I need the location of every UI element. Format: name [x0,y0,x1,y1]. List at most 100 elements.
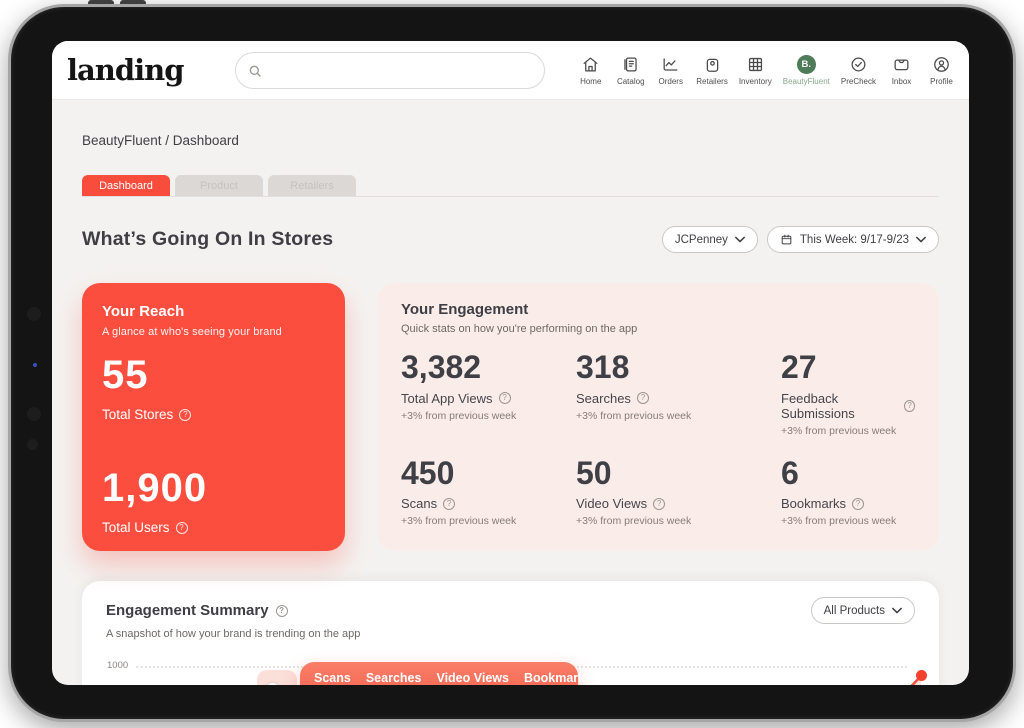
stat-value: 27 [781,349,817,385]
nav-item-label: Home [580,76,602,86]
stat-label: Searches [576,390,631,406]
chevron-down-icon [734,236,745,243]
engagement-line-chart: 1000 800 [106,649,927,685]
nav-item-orders[interactable]: Orders [656,55,685,86]
help-icon[interactable]: ? [904,399,915,412]
help-icon[interactable]: ? [498,392,511,405]
nav-item-precheck[interactable]: PreCheck [841,55,876,86]
main-content: BeautyFluent / Dashboard Dashboard Produ… [52,100,969,685]
stat-feedback-submissions: 27 Feedback Submissions? +3% from previo… [781,349,915,437]
stat-label: Bookmarks [781,496,847,512]
help-icon[interactable]: ? [275,604,288,617]
stat-value: 3,382 [401,349,482,385]
inventory-icon [748,57,762,71]
nav-item-profile[interactable]: Profile [927,55,956,86]
calendar-icon [781,234,792,245]
beautyfluent-icon: B. [796,54,816,74]
chart-point-marker [916,670,927,681]
volume-down-button [120,0,146,7]
engagement-stats-grid: 3,382 Total App Views? +3% from previous… [401,349,915,528]
bezel-camera-detail [27,439,38,450]
stat-scans: 450 Scans? +3% from previous week [401,454,576,527]
nav-item-label: Inbox [891,76,912,86]
nav-item-inbox[interactable]: Inbox [887,55,916,86]
nav-item-label: BeautyFluent [782,76,830,86]
chart-tooltip: Scans 450 Searches 318 Video Views 50 [300,662,592,685]
week-filter-dropdown[interactable]: This Week: 9/17-9/23 [766,226,939,253]
help-icon[interactable]: ? [179,408,192,421]
summary-title: Engagement Summary [106,602,269,619]
header-filters: JCPenney This Week: 9/17-9/23 [661,226,939,253]
chevron-down-icon [916,236,926,243]
help-icon[interactable]: ? [443,497,456,510]
nav-item-label: Retailers [696,76,728,86]
stat-value: 318 [576,349,630,385]
stat-searches: 318 Searches? +3% from previous week [576,349,781,437]
help-icon[interactable]: ? [636,392,649,405]
home-icon [583,57,598,71]
tab-bar: Dashboard Product Retailers [82,175,939,197]
nav-item-catalog[interactable]: Catalog [616,55,645,86]
nav-items: Home Catalog Orders Retailers [576,54,969,86]
summary-title-row: Engagement Summary ? [106,602,288,619]
engagement-card-subtitle: Quick stats on how you're performing on … [401,323,638,335]
stat-total-app-views: 3,382 Total App Views? +3% from previous… [401,349,576,437]
stat-delta: +3% from previous week [401,409,517,422]
week-filter-value: This Week: 9/17-9/23 [799,233,909,246]
stat-label: Feedback Submissions [781,390,855,421]
tooltip-scans: Scans 450 [314,671,351,685]
y-axis-tick-1000: 1000 [107,660,129,671]
profile-icon [934,56,949,72]
stat-delta: +3% from previous week [781,515,897,528]
stat-label: Total App Views [401,390,493,406]
total-stores-value: 55 [102,353,149,397]
stat-value: 50 [576,454,612,491]
top-nav: landing Home Catalog [52,41,969,100]
hover-highlight-band [257,670,297,685]
stat-value: 450 [401,454,455,491]
nav-item-inventory[interactable]: Inventory [739,55,772,86]
volume-up-button [88,0,114,7]
tooltip-searches: Searches 318 [365,671,422,685]
tooltip-bookmarks: Bookmarks 6 [523,671,593,685]
nav-item-label: Inventory [738,76,772,86]
product-filter-dropdown[interactable]: All Products [810,597,915,624]
help-icon[interactable]: ? [175,521,188,534]
nav-item-home[interactable]: Home [576,55,605,86]
summary-header-row: Engagement Summary ? All Products [106,597,915,624]
stat-bookmarks: 6 Bookmarks? +3% from previous week [781,456,915,528]
total-stores-label: Total Stores [102,407,174,422]
reach-card-title: Your Reach [102,303,185,320]
tab-retailers[interactable]: Retailers [268,175,356,196]
store-filter-dropdown[interactable]: JCPenney [661,226,758,253]
chevron-down-icon [892,607,902,614]
tab-dashboard[interactable]: Dashboard [82,175,170,196]
retailers-icon [706,58,718,72]
stat-delta: +3% from previous week [781,424,897,437]
tab-product[interactable]: Product [175,175,263,196]
search-input[interactable] [235,52,545,89]
help-icon[interactable]: ? [852,497,865,510]
nav-item-label: Catalog [616,76,645,86]
your-engagement-card: Your Engagement Quick stats on how you'r… [377,283,939,551]
app-screen: landing Home Catalog [52,41,969,685]
bezel-camera-detail [27,407,41,421]
tablet-device-frame: landing Home Catalog [8,4,1016,722]
nav-item-beautyfluent[interactable]: B. BeautyFluent [782,54,830,86]
breadcrumb: BeautyFluent / Dashboard [82,133,239,148]
app-logo[interactable]: landing [67,52,185,87]
page-header-row: What’s Going On In Stores JCPenney This … [82,226,939,253]
stats-cards-row: Your Reach A glance at who's seeing your… [82,283,939,551]
nav-item-retailers[interactable]: Retailers [696,55,728,86]
stat-delta: +3% from previous week [576,515,692,528]
camera-led [33,363,37,367]
stat-label: Scans [401,496,438,512]
catalog-icon [624,57,637,71]
nav-item-label: Orders [658,76,683,86]
reach-card-subtitle: A glance at who's seeing your brand [102,326,282,338]
help-icon[interactable]: ? [653,497,666,510]
chart-line-series [910,674,923,685]
store-filter-value: JCPenney [674,233,728,246]
total-users-value: 1,900 [102,466,208,510]
